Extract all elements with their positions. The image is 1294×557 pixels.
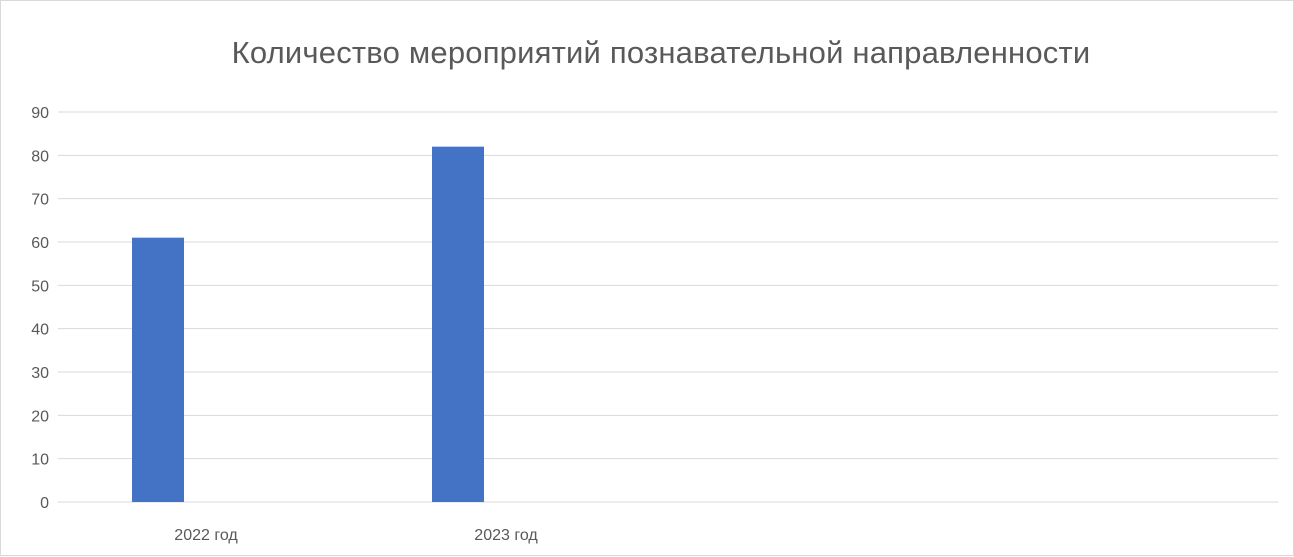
x-tick-label: 2022 год [174,527,238,544]
y-axis-ticks: 0 10 20 30 40 50 60 70 80 90 [31,105,49,512]
y-tick-label: 80 [31,148,49,165]
y-tick-label: 0 [40,495,49,512]
gridlines [58,111,1278,503]
bars [132,146,484,502]
y-tick-label: 60 [31,235,49,252]
y-tick-label: 20 [31,408,49,425]
y-tick-label: 10 [31,452,49,469]
chart-title: Количество мероприятий познавательной на… [231,35,1091,70]
bar [432,146,484,502]
y-tick-label: 40 [31,322,49,339]
bar [132,237,184,502]
x-tick-label: 2023 год [474,527,538,544]
x-axis-ticks: 2022 год 2023 год [174,527,538,544]
y-tick-label: 70 [31,192,49,209]
y-tick-label: 30 [31,365,49,382]
y-tick-label: 50 [31,278,49,295]
y-tick-label: 90 [31,105,49,122]
